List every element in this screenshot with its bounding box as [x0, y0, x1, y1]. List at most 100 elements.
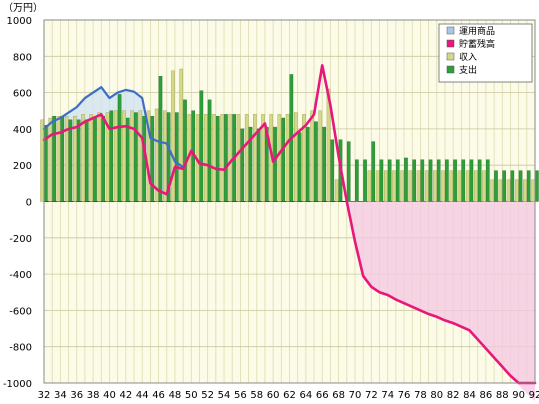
x-tick-label: 36 [70, 390, 83, 401]
income-bar [236, 114, 241, 202]
income-bar [122, 110, 126, 202]
x-tick-label: 82 [447, 390, 460, 401]
expense-bar [166, 112, 171, 202]
x-tick-label: 42 [119, 390, 132, 401]
income-bar [285, 114, 290, 202]
y-axis-ticks: 1000 800 600 400 200 0 -200 -400 -600 -800 -1000 [3, 16, 32, 390]
income-bar [506, 179, 511, 202]
income-bar [203, 114, 208, 202]
y-tick-label: -800 [9, 343, 32, 354]
plot-frame [43, 19, 536, 384]
income-bar [441, 170, 445, 202]
savings-line [42, 64, 537, 385]
expense-bar [379, 159, 384, 202]
income-bar [326, 88, 331, 202]
expense-bar [445, 159, 449, 202]
legend-box [438, 23, 533, 83]
expense-bar [183, 99, 187, 202]
x-tick-label: 34 [54, 390, 67, 401]
y-tick-label: 800 [13, 52, 32, 63]
income-bar [64, 115, 69, 202]
expense-bar [412, 159, 416, 202]
expense-bar [224, 114, 228, 202]
expense-bar [117, 94, 122, 202]
income-bar [130, 110, 134, 202]
legend-swatch [446, 65, 455, 74]
legend-label: 運用商品 [459, 25, 495, 37]
expense-bar [281, 117, 286, 202]
income-bar [302, 114, 306, 202]
x-tick-label: 44 [136, 390, 149, 401]
expense-bar [248, 126, 253, 202]
income-bar [40, 119, 44, 202]
income-bar [400, 170, 404, 202]
income-bar [514, 179, 519, 202]
income-bar [531, 179, 535, 202]
income-bar [293, 112, 298, 202]
expense-bar [76, 119, 81, 202]
income-bar [89, 114, 93, 202]
income-bar [138, 110, 143, 202]
income-bar [424, 170, 429, 202]
expense-bar [355, 159, 359, 202]
expense-bar [477, 159, 482, 202]
expense-bar [273, 126, 277, 202]
investment-line [42, 86, 185, 169]
x-tick-label: 40 [103, 390, 116, 401]
income-bar [73, 115, 77, 202]
x-tick-label: 32 [38, 390, 51, 401]
income-bar [113, 110, 118, 202]
income-bar [244, 114, 249, 202]
y-tick-label: 0 [26, 198, 32, 209]
x-tick-label: 50 [185, 390, 198, 401]
expense-bar [346, 141, 351, 202]
expense-bar [207, 99, 212, 202]
y-tick-label: -1000 [3, 379, 32, 390]
income-bar [163, 110, 167, 202]
expense-bar [199, 90, 204, 202]
expense-bar [93, 117, 97, 202]
legend-swatch [446, 26, 455, 35]
expense-bar [387, 159, 392, 202]
x-tick-label: 78 [414, 390, 427, 401]
income-bar [154, 108, 159, 202]
expense-bar [240, 128, 245, 202]
expense-bar [518, 170, 523, 202]
expense-bar [134, 112, 138, 202]
x-tick-label: 54 [218, 390, 231, 401]
x-tick-label: 72 [365, 390, 378, 401]
x-tick-label: 86 [480, 390, 493, 401]
x-tick-label: 64 [299, 390, 312, 401]
y-tick-label: 400 [13, 125, 32, 136]
expense-bar [494, 170, 498, 202]
savings-negative-area [44, 201, 535, 402]
legend-label: 支出 [459, 64, 477, 76]
income-bar [449, 170, 454, 202]
income-bar [465, 170, 470, 202]
income-bar [56, 115, 61, 202]
expense-bar [256, 128, 261, 202]
income-bar [318, 110, 323, 202]
y-tick-label: -400 [9, 270, 32, 281]
income-bar [146, 110, 151, 202]
expense-bar [297, 132, 302, 202]
line-series [42, 64, 537, 385]
x-tick-label: 80 [430, 390, 443, 401]
income-bar [416, 170, 421, 202]
income-bar [220, 114, 224, 202]
expense-bar [461, 159, 466, 202]
income-bar [408, 170, 413, 202]
x-tick-label: 74 [381, 390, 394, 401]
x-tick-label: 70 [349, 390, 362, 401]
expense-bar [371, 141, 376, 202]
y-tick-label: -600 [9, 306, 32, 317]
expense-bar [436, 159, 441, 202]
expense-bar [469, 159, 474, 202]
x-tick-label: 92 [529, 390, 539, 401]
income-bar [334, 179, 339, 202]
expense-bar [502, 170, 506, 202]
x-axis-ticks: 32 34 36 38 40 42 44 46 48 50 52 54 56 58 60 62 64 66 68 70… [38, 390, 539, 401]
x-tick-label: 62 [283, 390, 296, 401]
x-tick-label: 66 [316, 390, 329, 401]
